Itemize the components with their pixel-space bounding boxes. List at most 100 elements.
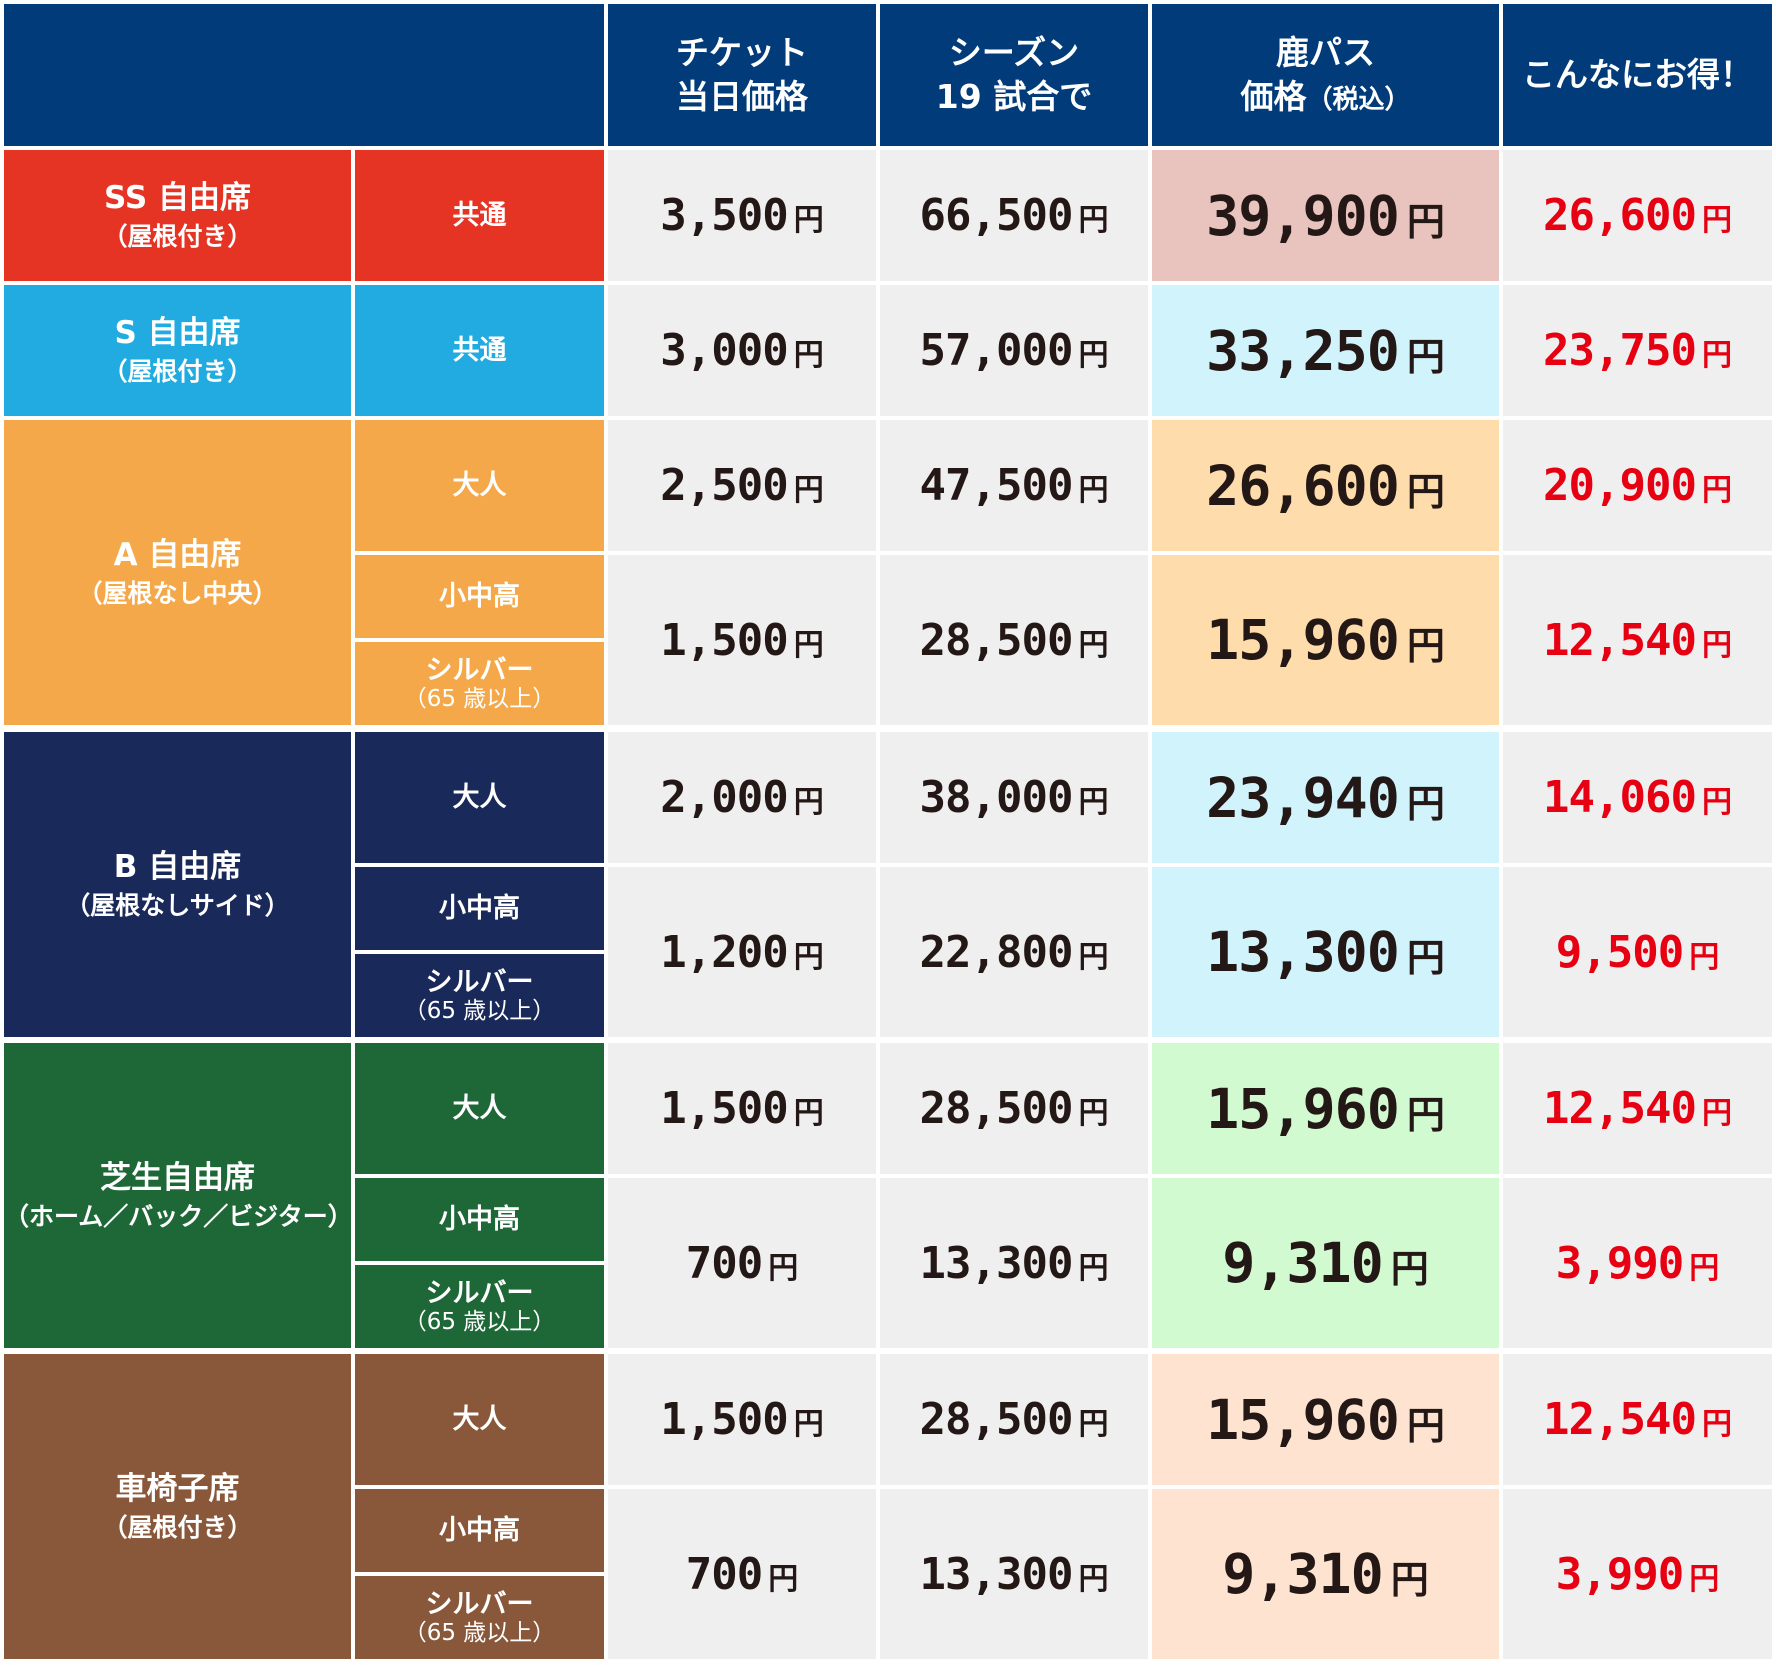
seat-note: （屋根付き） <box>102 1512 253 1542</box>
ticket-price-number: 1,200 <box>660 926 788 978</box>
pass-price: 15,960 円 <box>1152 555 1499 725</box>
pass-price-yen: 円 <box>1406 1403 1445 1448</box>
pass-price-yen: 円 <box>1406 936 1445 980</box>
pass-price-value: 9,310 円 <box>1222 1231 1429 1295</box>
ticket-price-value: 1,500 円 <box>660 1083 823 1134</box>
ticket-price: 2,000 円 <box>608 732 876 863</box>
audience-label-text: シルバー <box>425 654 534 686</box>
savings-yen: 円 <box>1701 203 1732 238</box>
audience-label: シルバー （65 歳以上） <box>355 954 604 1037</box>
seat-group-4: 芝生自由席 （ホーム／バック／ビジター） <box>4 1043 353 1348</box>
season-total-value: 66,500 円 <box>920 190 1109 241</box>
ticket-price: 2,500 円 <box>608 420 876 551</box>
ticket-price: 1,500 円 <box>608 1354 876 1485</box>
season-total-value: 22,800 円 <box>920 927 1109 978</box>
season-total-yen: 円 <box>1078 1407 1109 1442</box>
ticket-price-yen: 円 <box>793 338 824 373</box>
audience-label: 小中高 <box>355 555 604 638</box>
season-total-number: 47,500 <box>919 460 1074 511</box>
seat-note: （屋根なし中央） <box>77 578 278 608</box>
season-total-number: 13,300 <box>919 1548 1074 1600</box>
savings: 23,750 円 <box>1503 285 1772 416</box>
header-pass-line1: 鹿パス <box>1276 33 1375 73</box>
savings: 12,540 円 <box>1503 555 1772 725</box>
ticket-price-number: 1,500 <box>660 1394 788 1445</box>
pass-price: 33,250 円 <box>1152 285 1499 416</box>
ticket-price-yen: 円 <box>793 627 824 663</box>
savings-number: 14,060 <box>1543 772 1697 823</box>
pass-price-number: 26,600 <box>1206 453 1400 518</box>
ticket-price-number: 700 <box>685 1237 763 1289</box>
ticket-price: 1,200 円 <box>608 867 876 1037</box>
ticket-price-value: 1,500 円 <box>660 1394 823 1445</box>
ticket-price-number: 2,000 <box>660 772 788 823</box>
ticket-price: 3,000 円 <box>608 285 876 416</box>
pass-price-yen: 円 <box>1406 781 1445 826</box>
ticket-price-value: 2,500 円 <box>660 460 823 511</box>
savings-value: 9,500 円 <box>1556 927 1719 978</box>
season-total-yen: 円 <box>1078 939 1109 975</box>
pass-price-value: 15,960 円 <box>1206 608 1445 672</box>
seat-name: S 自由席 <box>114 314 241 351</box>
audience-label: 大人 <box>355 420 604 551</box>
savings-yen: 円 <box>1701 627 1732 663</box>
season-total: 57,000 円 <box>880 285 1148 416</box>
savings-yen: 円 <box>1689 1250 1720 1286</box>
savings: 3,990 円 <box>1503 1178 1772 1348</box>
pass-price-number: 33,250 <box>1206 318 1400 383</box>
ticket-price-yen: 円 <box>793 473 824 508</box>
savings: 12,540 円 <box>1503 1354 1772 1485</box>
seat-group-2: A 自由席 （屋根なし中央） <box>4 420 351 725</box>
seat-group-3: B 自由席 （屋根なしサイド） <box>4 732 351 1037</box>
ticket-price: 1,500 円 <box>608 1043 876 1174</box>
audience-label: 小中高 <box>355 867 604 950</box>
savings-yen: 円 <box>1701 1096 1732 1131</box>
audience-label-text: シルバー <box>425 1588 534 1620</box>
header-season-line1: シーズン <box>948 33 1080 73</box>
pass-price-yen: 円 <box>1406 199 1445 244</box>
season-total-value: 13,300 円 <box>920 1549 1109 1600</box>
savings-value: 26,600 円 <box>1543 190 1732 241</box>
seat-note: （屋根付き） <box>102 356 253 386</box>
ticket-price: 3,500 円 <box>608 150 876 281</box>
season-total-number: 13,300 <box>919 1237 1074 1289</box>
season-total-yen: 円 <box>1078 203 1109 238</box>
season-total-number: 28,500 <box>919 614 1074 666</box>
season-total-value: 13,300 円 <box>920 1238 1109 1289</box>
savings-number: 12,540 <box>1543 1083 1697 1134</box>
ticket-price: 700 円 <box>608 1178 876 1348</box>
audience-label: 共通 <box>355 285 604 416</box>
ticket-price-yen: 円 <box>793 1407 824 1442</box>
audience-label: 小中高 <box>355 1489 604 1572</box>
season-total: 28,500 円 <box>880 1354 1148 1485</box>
audience-label: 共通 <box>355 150 604 281</box>
season-total-value: 28,500 円 <box>920 615 1109 666</box>
audience-label-text: 大人 <box>452 1092 507 1124</box>
ticket-price-value: 3,000 円 <box>660 325 823 376</box>
seat-group-1: S 自由席 （屋根付き） <box>4 285 351 416</box>
savings-yen: 円 <box>1701 473 1732 508</box>
season-total: 38,000 円 <box>880 732 1148 863</box>
pass-price-yen: 円 <box>1390 1247 1429 1291</box>
pass-price-yen: 円 <box>1390 1558 1429 1602</box>
ticket-price-number: 1,500 <box>660 614 788 666</box>
audience-label: 大人 <box>355 1043 604 1174</box>
pass-price-value: 9,310 円 <box>1222 1542 1429 1606</box>
savings-number: 3,990 <box>1555 1237 1684 1289</box>
ticket-price-number: 3,500 <box>660 190 788 241</box>
savings-yen: 円 <box>1701 785 1732 820</box>
ticket-price-yen: 円 <box>768 1561 799 1597</box>
audience-age-note: （65 歳以上） <box>403 1308 556 1335</box>
savings-value: 12,540 円 <box>1543 615 1732 666</box>
pass-price-value: 23,940 円 <box>1206 766 1445 830</box>
header-ticket-line1: チケット <box>676 33 808 73</box>
season-total-value: 57,000 円 <box>920 325 1109 376</box>
audience-label-text: 小中高 <box>439 580 520 612</box>
seat-name: 車椅子席 <box>115 1470 240 1507</box>
ticket-price-yen: 円 <box>793 939 824 975</box>
pass-price-yen: 円 <box>1406 469 1445 514</box>
pass-price-yen: 円 <box>1406 1092 1445 1137</box>
header-pass-price: 鹿パス 価格（税込） <box>1152 4 1499 146</box>
seat-name: A 自由席 <box>113 536 242 573</box>
